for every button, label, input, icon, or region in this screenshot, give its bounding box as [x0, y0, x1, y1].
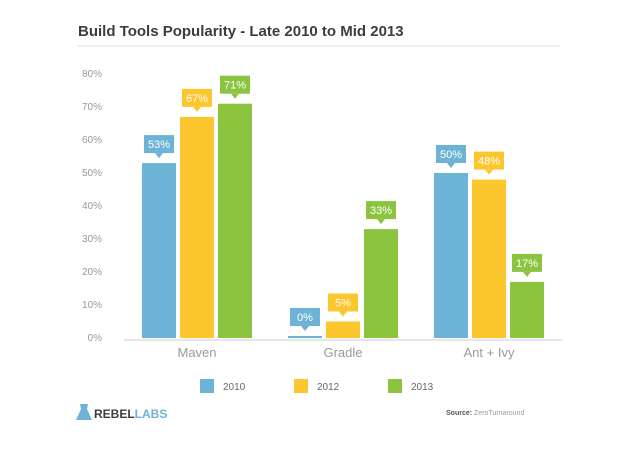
rebel-labs-logo: REBELLABS [76, 404, 167, 421]
data-label-bubble [182, 88, 212, 107]
bar-gradle-2010 [288, 336, 322, 338]
rebel-labs-flask-icon [76, 404, 92, 420]
y-tick-label: 50% [82, 168, 102, 179]
bar-maven-2012 [180, 116, 214, 339]
data-label: 48% [478, 156, 500, 168]
data-label-bubble [436, 145, 466, 163]
legend-label: 2010 [223, 382, 246, 393]
bar-ant-ivy-2012 [472, 179, 506, 338]
data-label: 5% [335, 298, 351, 310]
data-label-bubble [474, 151, 504, 170]
legend-swatch [200, 379, 214, 393]
data-label-pointer [447, 163, 455, 168]
data-label: 0% [297, 312, 313, 324]
legend-label: 2012 [317, 382, 340, 393]
data-label-bubble [290, 308, 320, 326]
data-label-pointer [155, 153, 163, 159]
data-label: 17% [516, 258, 538, 270]
chart-title: Build Tools Popularity - Late 2010 to Mi… [78, 23, 404, 40]
data-label-pointer [377, 219, 385, 225]
source-label: Source: [446, 410, 472, 417]
category-label: Maven [177, 345, 216, 360]
y-tick-label: 10% [82, 300, 102, 311]
data-label-pointer [485, 169, 493, 175]
bar-ant-ivy-2010 [434, 173, 468, 338]
y-axis: 0% 10% 20% 30% 40% 50% 60% 70% 80% [82, 69, 102, 344]
legend-label: 2013 [411, 382, 434, 393]
bar-gradle-2013 [364, 229, 398, 338]
y-tick-label: 70% [82, 102, 102, 113]
data-label-bubble [512, 253, 542, 272]
data-label-pointer [231, 93, 239, 99]
legend-swatch [294, 379, 308, 393]
bars [142, 103, 544, 339]
data-label-pointer [523, 271, 531, 277]
y-tick-label: 0% [88, 333, 103, 344]
bar-ant-ivy-2013 [510, 281, 544, 338]
data-label-pointer [339, 311, 347, 317]
category-labels: Maven Gradle Ant + Ivy [177, 345, 514, 360]
source-note: Source: ZeroTurnaround [446, 410, 524, 417]
brand-labs: LABS [135, 407, 168, 421]
data-label: 71% [224, 80, 246, 92]
y-tick-label: 80% [82, 69, 102, 80]
data-label-bubble [144, 135, 174, 154]
category-label: Ant + Ivy [464, 345, 515, 360]
data-label-bubble [328, 293, 358, 312]
data-label: 33% [370, 205, 392, 217]
source-value: ZeroTurnaround [474, 410, 524, 417]
data-label-bubble [220, 75, 250, 94]
y-tick-label: 60% [82, 135, 102, 146]
category-label: Gradle [323, 345, 362, 360]
y-tick-label: 40% [82, 201, 102, 212]
data-label-pointer [193, 106, 201, 112]
data-label-pointer [301, 326, 309, 331]
data-labels: 53% 67% 71% 0% 5% 33% 50% 48% 17% [144, 75, 542, 331]
y-tick-label: 30% [82, 234, 102, 245]
svg-text:REBELLABS: REBELLABS [94, 407, 167, 421]
y-tick-label: 20% [82, 267, 102, 278]
bar-maven-2013 [218, 103, 252, 338]
legend: 2010 2012 2013 [200, 379, 434, 393]
data-label: 53% [148, 139, 170, 151]
data-label-bubble [366, 201, 396, 220]
bar-maven-2010 [142, 163, 176, 338]
brand-rebel: REBEL [94, 407, 135, 421]
bar-gradle-2012 [326, 321, 360, 338]
data-label: 67% [186, 93, 208, 105]
data-label: 50% [440, 149, 462, 161]
legend-swatch [388, 379, 402, 393]
